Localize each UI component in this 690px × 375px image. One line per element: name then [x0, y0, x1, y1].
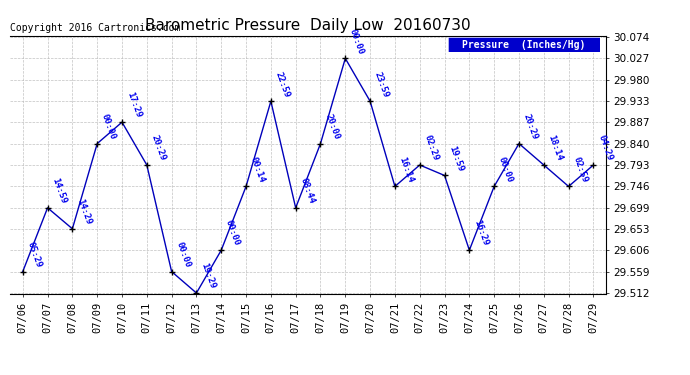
Text: 16:29: 16:29 [472, 219, 490, 248]
Text: 14:59: 14:59 [50, 177, 68, 205]
Text: 05:29: 05:29 [26, 240, 43, 269]
Text: 00:00: 00:00 [175, 240, 192, 269]
Text: 20:29: 20:29 [150, 134, 167, 162]
Text: Copyright 2016 Cartronics.com: Copyright 2016 Cartronics.com [10, 23, 181, 33]
Text: 00:00: 00:00 [100, 112, 117, 141]
Text: 19:29: 19:29 [199, 262, 217, 290]
Text: 20:00: 20:00 [324, 112, 341, 141]
Text: 02:29: 02:29 [422, 134, 440, 162]
Text: 00:00: 00:00 [497, 155, 515, 184]
Text: 02:59: 02:59 [571, 155, 589, 184]
Text: 16:14: 16:14 [397, 155, 415, 184]
Text: 22:59: 22:59 [274, 70, 291, 99]
Text: 00:00: 00:00 [224, 219, 241, 248]
Text: 00:14: 00:14 [249, 155, 266, 184]
Title: Barometric Pressure  Daily Low  20160730: Barometric Pressure Daily Low 20160730 [146, 18, 471, 33]
Text: 18:14: 18:14 [546, 134, 564, 162]
Text: 17:29: 17:29 [125, 91, 142, 119]
Text: 20:29: 20:29 [522, 112, 540, 141]
Text: 19:59: 19:59 [447, 144, 465, 173]
Text: 04:29: 04:29 [596, 134, 614, 162]
Text: 14:29: 14:29 [75, 198, 92, 226]
Text: 08:44: 08:44 [299, 177, 316, 205]
Text: 00:00: 00:00 [348, 27, 366, 56]
Text: 23:59: 23:59 [373, 70, 391, 99]
